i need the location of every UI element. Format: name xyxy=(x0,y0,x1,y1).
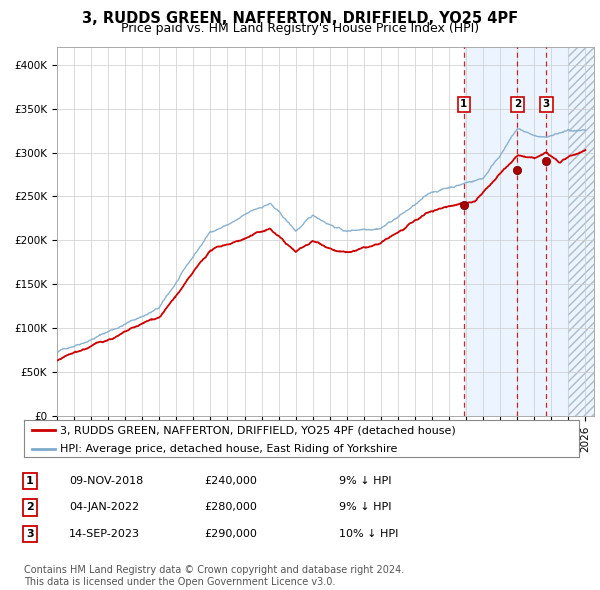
Bar xyxy=(464,47,568,416)
Text: 2: 2 xyxy=(514,99,521,109)
Text: HPI: Average price, detached house, East Riding of Yorkshire: HPI: Average price, detached house, East… xyxy=(60,444,397,454)
Text: 10% ↓ HPI: 10% ↓ HPI xyxy=(339,529,398,539)
Text: Price paid vs. HM Land Registry's House Price Index (HPI): Price paid vs. HM Land Registry's House … xyxy=(121,22,479,35)
Text: 3, RUDDS GREEN, NAFFERTON, DRIFFIELD, YO25 4PF (detached house): 3, RUDDS GREEN, NAFFERTON, DRIFFIELD, YO… xyxy=(60,425,456,435)
Text: £290,000: £290,000 xyxy=(204,529,257,539)
Text: Contains HM Land Registry data © Crown copyright and database right 2024.
This d: Contains HM Land Registry data © Crown c… xyxy=(24,565,404,587)
Text: 1: 1 xyxy=(460,99,467,109)
Text: 3: 3 xyxy=(26,529,34,539)
Text: 3: 3 xyxy=(543,99,550,109)
Bar xyxy=(568,47,594,416)
Text: £280,000: £280,000 xyxy=(204,503,257,512)
Text: 2: 2 xyxy=(26,503,34,512)
Text: 9% ↓ HPI: 9% ↓ HPI xyxy=(339,476,391,486)
Text: 04-JAN-2022: 04-JAN-2022 xyxy=(69,503,139,512)
Bar xyxy=(568,47,594,416)
Text: 1: 1 xyxy=(26,476,34,486)
Text: £240,000: £240,000 xyxy=(204,476,257,486)
Text: 09-NOV-2018: 09-NOV-2018 xyxy=(69,476,143,486)
Text: 14-SEP-2023: 14-SEP-2023 xyxy=(69,529,140,539)
Text: 3, RUDDS GREEN, NAFFERTON, DRIFFIELD, YO25 4PF: 3, RUDDS GREEN, NAFFERTON, DRIFFIELD, YO… xyxy=(82,11,518,25)
Text: 9% ↓ HPI: 9% ↓ HPI xyxy=(339,503,391,512)
